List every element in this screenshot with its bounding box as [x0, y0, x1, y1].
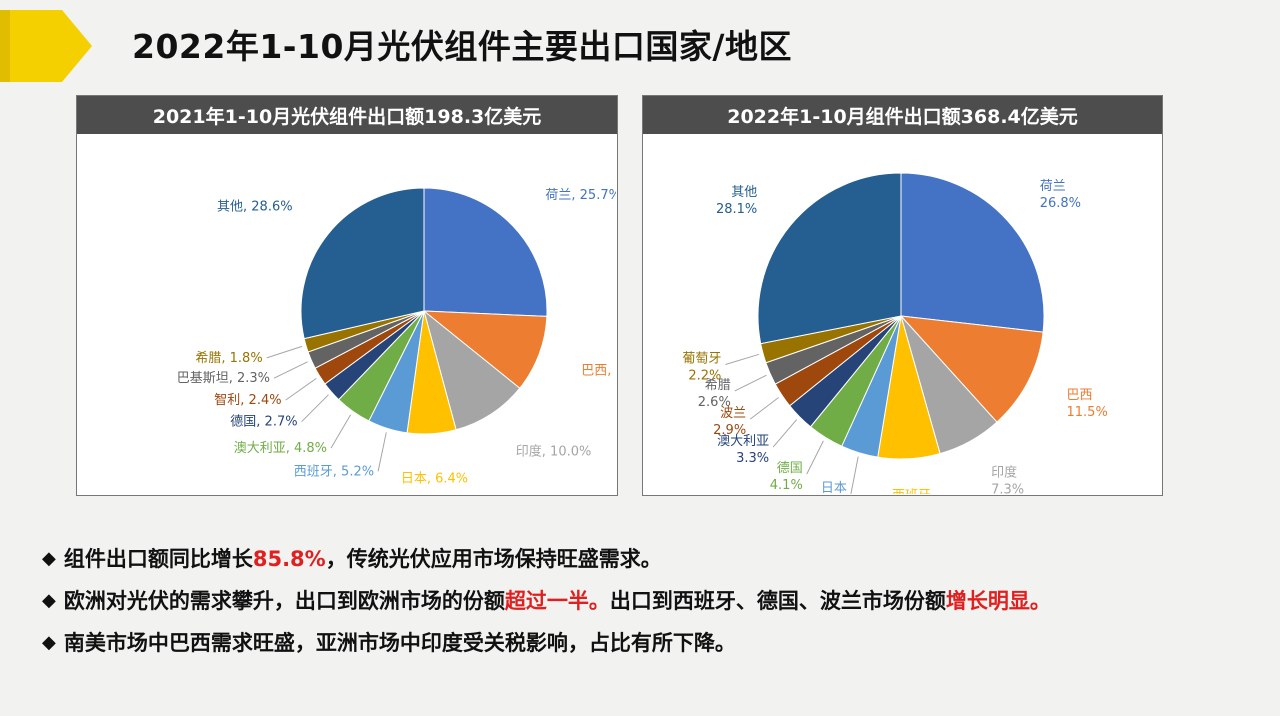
- bullet-2-text: 欧洲对光伏的需求攀升，出口到欧洲市场的份额超过一半。出口到西班牙、德国、波兰市场…: [64, 585, 1051, 615]
- data-label-巴西: 巴西, 10.1%: [581, 363, 616, 378]
- data-label-其他: 其他 28.1%: [716, 185, 757, 217]
- leader-line-西班牙: [377, 432, 387, 472]
- data-label-德国: 德国 4.1%: [770, 461, 803, 493]
- chart-panel-2022: 2022年1-10月组件出口额368.4亿美元 荷兰 26.8% 巴西 11.5% 印度…: [642, 95, 1163, 496]
- bullet-1-seg-3: ，传统光伏应用市场保持旺盛需求。: [325, 547, 662, 571]
- diamond-icon: ◆: [42, 631, 56, 653]
- bullet-1-text: 组件出口额同比增长85.8%，传统光伏应用市场保持旺盛需求。: [64, 543, 662, 573]
- bullet-3-seg-1: 南美市场中巴西需求旺盛，亚洲市场中印度受关税影响，占比有所下降。: [63, 631, 736, 655]
- leader-line-澳大利亚: [330, 414, 352, 449]
- leader-line-希腊: [266, 345, 303, 359]
- leader-line-希腊: [734, 374, 767, 392]
- data-label-印度: 印度, 10.0%: [516, 444, 592, 460]
- leader-line-澳大利亚: [772, 419, 798, 448]
- data-label-印度: 印度 7.3%: [991, 465, 1024, 494]
- data-label-智利: 智利, 2.4%: [214, 393, 281, 408]
- chart-title-2021: 2021年1-10月光伏组件出口额198.3亿美元: [77, 96, 617, 134]
- data-label-荷兰: 荷兰 26.8%: [1040, 179, 1081, 211]
- data-label-澳大利亚: 澳大利亚 3.3%: [717, 433, 769, 466]
- pie-slice-巴西: [899, 315, 1044, 423]
- leader-line-德国: [806, 440, 824, 475]
- data-label-巴基斯坦: 巴基斯坦, 2.3%: [177, 371, 270, 386]
- diamond-icon: ◆: [42, 547, 56, 569]
- data-label-其他: 其他, 28.6%: [217, 199, 293, 214]
- bullet-1-highlight: 85.8%: [252, 547, 326, 571]
- pie-slice-荷兰: [423, 187, 548, 317]
- diamond-icon: ◆: [42, 589, 56, 611]
- bullet-3-text: 南美市场中巴西需求旺盛，亚洲市场中印度受关税影响，占比有所下降。: [64, 627, 736, 657]
- data-label-荷兰: 荷兰, 25.7%: [545, 188, 616, 203]
- data-label-德国: 德国, 2.7%: [230, 415, 297, 430]
- leader-line-巴基斯坦: [273, 361, 308, 379]
- data-label-日本: 日本4.2%: [814, 481, 847, 494]
- pie-slice-其他: [300, 187, 425, 340]
- bullet-3: ◆ 南美市场中巴西需求旺盛，亚洲市场中印度受关税影响，占比有所下降。: [42, 621, 1051, 663]
- leader-line-波兰: [749, 397, 779, 420]
- data-label-澳大利亚: 澳大利亚, 4.8%: [234, 440, 327, 456]
- bullet-1-seg-1: 组件出口额同比增长: [63, 547, 253, 571]
- page-title: 2022年1-10月光伏组件主要出口国家/地区: [132, 27, 792, 66]
- data-label-葡萄牙: 葡萄牙 2.2%: [682, 352, 721, 384]
- data-label-希腊: 希腊 2.6%: [698, 378, 731, 410]
- bullet-2-highlight-2: 增长明显。: [945, 589, 1051, 613]
- bullet-2-highlight-1: 超过一半。: [504, 589, 610, 613]
- title-arrow-decoration: [0, 10, 92, 82]
- bullet-1: ◆ 组件出口额同比增长85.8%，传统光伏应用市场保持旺盛需求。: [42, 537, 1051, 579]
- pie-slice-荷兰: [900, 172, 1045, 333]
- leader-line-智利: [285, 377, 317, 401]
- chart-panel-2021: 2021年1-10月光伏组件出口额198.3亿美元 荷兰, 25.7% 巴西, 1…: [76, 95, 618, 496]
- pie-slice-巴西: [422, 310, 548, 389]
- leader-line-德国: [301, 394, 329, 423]
- data-label-希腊: 希腊, 1.8%: [195, 351, 262, 366]
- data-label-西班牙: 西班牙7.0%: [892, 489, 931, 494]
- leader-line-葡萄牙: [725, 353, 760, 365]
- data-label-日本: 日本, 6.4%: [401, 472, 468, 487]
- pie-slice-其他: [757, 172, 902, 345]
- pie-slice-印度: [423, 309, 521, 431]
- leader-line-日本: [850, 456, 859, 494]
- bullet-2-seg-3: 出口到西班牙、德国、波兰市场份额: [609, 589, 946, 613]
- chart-title-2022: 2022年1-10月组件出口额368.4亿美元: [643, 96, 1162, 134]
- bullet-2: ◆ 欧洲对光伏的需求攀升，出口到欧洲市场的份额超过一半。出口到西班牙、德国、波兰…: [42, 579, 1051, 621]
- summary-bullets: ◆ 组件出口额同比增长85.8%，传统光伏应用市场保持旺盛需求。 ◆ 欧洲对光伏…: [42, 537, 1051, 663]
- bullet-2-seg-1: 欧洲对光伏的需求攀升，出口到欧洲市场的份额: [63, 589, 505, 613]
- pie-chart-2021: 荷兰, 25.7% 巴西, 10.1% 印度, 10.0% 日本, 6.4% 西班牙, …: [177, 187, 616, 487]
- data-label-西班牙: 西班牙, 5.2%: [294, 464, 374, 479]
- data-label-巴西: 巴西 11.5%: [1067, 388, 1108, 420]
- data-label-波兰: 波兰 2.9%: [713, 406, 746, 438]
